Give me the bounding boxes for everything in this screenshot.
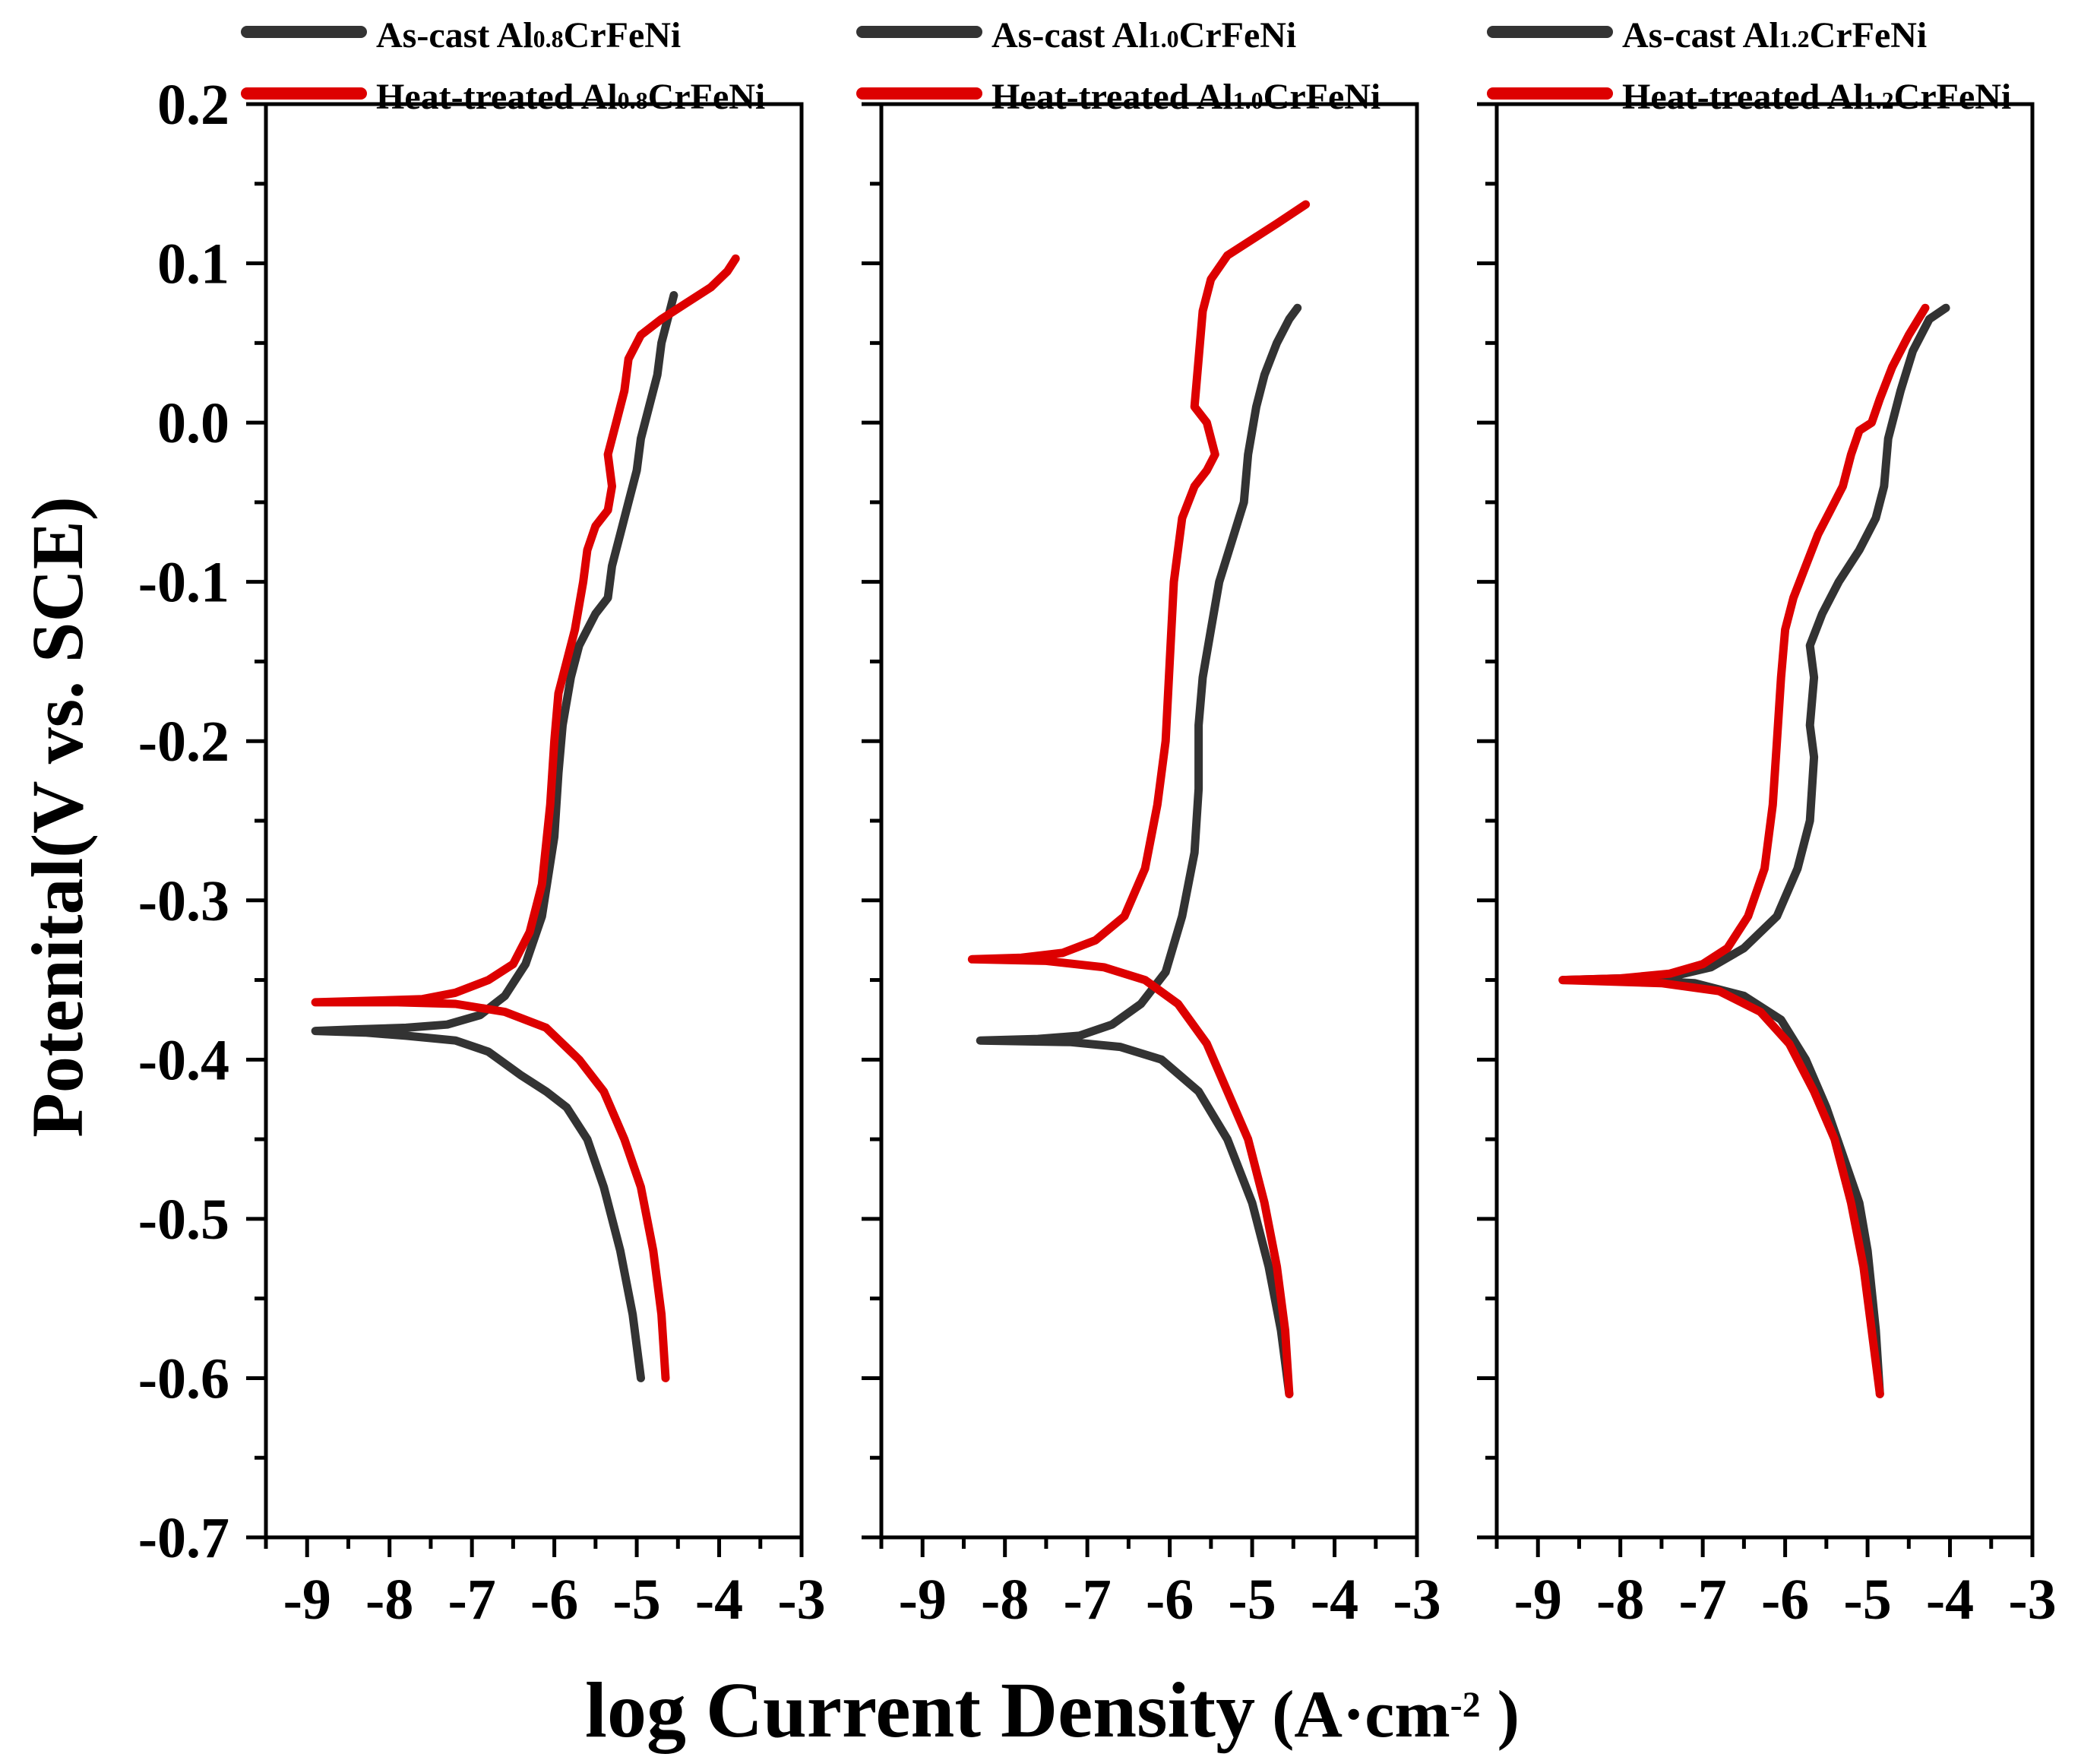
series-line-heat-treated [311,254,740,1382]
panels-layer: -9 -8 -7 -6 -5 -4 -3 As-cast Al0.8CrFeNi Heat-tr… [241,15,2057,1632]
series-line-heat-treated [967,200,1311,1398]
y-tick-label: 0.0 [157,391,229,455]
chart-panel-1: -9 -8 -7 -6 -5 -4 -3 As-cast Al0.8CrFeNi Heat-tr… [241,15,826,1632]
x-tick-label: -3 [777,1568,825,1632]
y-tick-label: -0.6 [138,1347,229,1410]
series-line-as-cast [976,303,1302,1398]
legend-label: Heat-treated Al0.8CrFeNi [376,77,765,117]
x-tick-label: -4 [1926,1568,1974,1632]
plot-frame [1494,102,2035,1540]
x-axis-title-main: log Current Density [585,1667,1255,1754]
series-line-as-cast [1558,303,1950,1398]
series-line-as-cast [311,291,678,1382]
y-tick-label: 0.2 [157,73,229,137]
y-tick-label: -0.5 [138,1188,229,1252]
x-tick-label: -7 [1063,1568,1111,1632]
y-tick-label: -0.2 [138,710,229,774]
x-tick-label: -3 [2008,1568,2056,1632]
x-tick-label: -6 [530,1568,578,1632]
y-axis-title: Potenital(V vs. SCE) [17,496,98,1138]
x-axis-title: log Current Density (A·cm-2 ) [585,1667,1520,1754]
x-axis-title-unit-exp: -2 [1450,1685,1481,1725]
legend-label: Heat-treated Al1.0CrFeNi [991,77,1380,117]
x-tick-label: -8 [981,1568,1029,1632]
plot-frame [879,102,1419,1540]
legend-label: Heat-treated Al1.2CrFeNi [1622,77,2011,117]
legend-item: As-cast Al1.0CrFeNi [856,15,1296,55]
legend-item: Heat-treated Al0.8CrFeNi [241,77,765,117]
series-line-heat-treated [1558,303,1930,1398]
y-tick-label: -0.1 [138,551,229,615]
legend-item: As-cast Al0.8CrFeNi [241,15,681,55]
y-tick-labels: 0.2 0.1 0.0 -0.1 -0.2 -0.3 -0.4 -0.5 -0.6 -0.7 [138,73,229,1570]
legend-label: As-cast Al1.2CrFeNi [1622,15,1927,55]
x-tick-label: -8 [365,1568,413,1632]
legend-item: As-cast Al1.2CrFeNi [1487,15,1927,55]
y-tick-label: -0.7 [138,1506,229,1570]
x-tick-label: -8 [1596,1568,1644,1632]
x-tick-label: -5 [612,1568,660,1632]
x-tick-label: -6 [1761,1568,1809,1632]
legend-label: As-cast Al0.8CrFeNi [376,15,681,55]
y-tick-label: -0.3 [138,869,229,933]
x-tick-label: -9 [899,1568,947,1632]
plot-frame [264,102,804,1540]
x-tick-label: -3 [1393,1568,1441,1632]
x-tick-label: -4 [695,1568,743,1632]
x-tick-label: -4 [1311,1568,1358,1632]
x-tick-label: -9 [1514,1568,1562,1632]
x-tick-label: -5 [1843,1568,1891,1632]
legend-item: Heat-treated Al1.2CrFeNi [1487,77,2011,117]
legend-label: As-cast Al1.0CrFeNi [991,15,1296,55]
chart-panel-2: -9 -8 -7 -6 -5 -4 -3 As-cast Al1.0CrFeNi Heat-tr… [856,15,1441,1632]
x-tick-label: -5 [1228,1568,1276,1632]
x-tick-label: -7 [448,1568,495,1632]
y-tick-label: 0.1 [157,233,229,296]
x-tick-label: -7 [1678,1568,1726,1632]
x-tick-label: -6 [1146,1568,1194,1632]
x-axis-title-unit: A·cm [1294,1678,1450,1752]
chart-panel-3: -9 -8 -7 -6 -5 -4 -3 As-cast Al1.2CrFeNi Heat-tr… [1477,15,2057,1632]
legend-item: Heat-treated Al1.0CrFeNi [856,77,1380,117]
x-tick-label: -9 [283,1568,331,1632]
y-tick-label: -0.4 [138,1028,229,1092]
